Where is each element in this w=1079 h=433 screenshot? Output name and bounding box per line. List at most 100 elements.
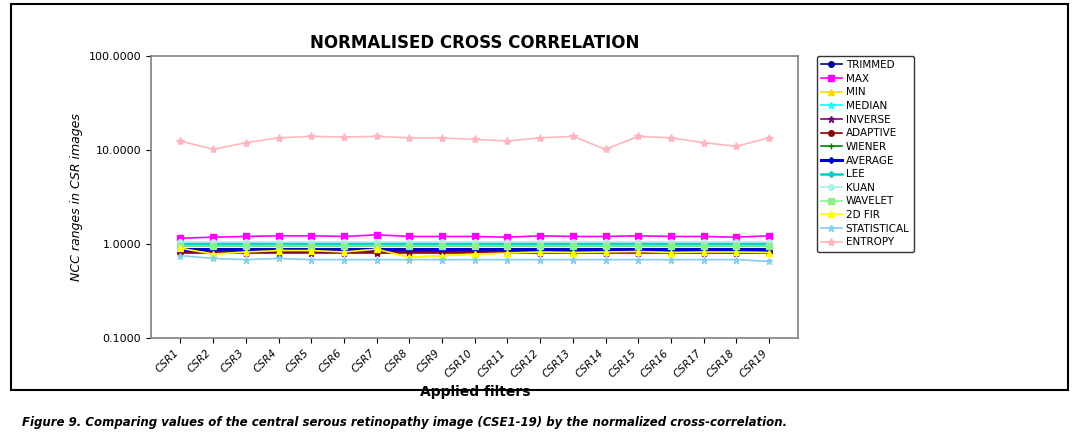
INVERSE [402,250,415,255]
LEE [402,240,415,246]
Title: NORMALISED CROSS CORRELATION: NORMALISED CROSS CORRELATION [310,34,640,52]
STATISTICAL [534,257,547,262]
ENTROPY [468,137,481,142]
2D FIR [729,249,742,255]
KUAN [697,239,710,245]
TRIMMED [402,249,415,254]
ADAPTIVE [272,249,285,255]
TRIMMED [207,248,220,253]
ENTROPY [402,135,415,140]
LEE [501,240,514,246]
KUAN [632,239,645,245]
LEE [240,240,252,246]
TRIMMED [240,249,252,254]
INVERSE [501,250,514,255]
KUAN [566,239,579,245]
2D FIR [501,250,514,255]
WIENER [370,244,383,249]
Line: MIN: MIN [178,246,771,260]
MEDIAN [534,241,547,246]
ENTROPY [240,140,252,145]
TRIMMED [632,248,645,253]
STATISTICAL [370,257,383,262]
WIENER [207,244,220,249]
AVERAGE [665,246,678,252]
ADAPTIVE [599,249,612,255]
WAVELET [304,243,317,248]
MEDIAN [174,242,187,247]
STATISTICAL [632,257,645,262]
AVERAGE [436,246,449,252]
ENTROPY [272,135,285,140]
2D FIR [566,250,579,255]
TRIMMED [501,249,514,254]
MAX [436,234,449,239]
ENTROPY [304,134,317,139]
MEDIAN [729,241,742,246]
STATISTICAL [763,259,776,264]
MIN [207,252,220,257]
LEE [272,240,285,246]
WIENER [402,244,415,249]
AVERAGE [338,246,351,252]
ADAPTIVE [697,249,710,255]
INVERSE [632,250,645,255]
AVERAGE [697,246,710,252]
WIENER [729,244,742,249]
MIN [697,249,710,255]
MAX [468,234,481,239]
STATISTICAL [402,257,415,262]
TRIMMED [566,249,579,254]
INVERSE [468,250,481,255]
ADAPTIVE [402,249,415,255]
MAX [240,234,252,239]
KUAN [402,239,415,245]
LEE [468,240,481,246]
WAVELET [697,243,710,248]
ENTROPY [665,135,678,140]
2D FIR [370,246,383,252]
LEE [534,240,547,246]
LEE [174,240,187,246]
2D FIR [632,249,645,254]
ADAPTIVE [534,249,547,255]
LEE [566,240,579,246]
MIN [402,255,415,260]
INVERSE [534,250,547,255]
STATISTICAL [174,253,187,258]
LEE [665,240,678,246]
WAVELET [566,243,579,248]
TRIMMED [304,249,317,254]
AVERAGE [304,246,317,252]
Line: STATISTICAL: STATISTICAL [177,252,773,265]
WIENER [304,244,317,249]
MAX [729,235,742,240]
TRIMMED [534,249,547,254]
INVERSE [763,250,776,255]
WIENER [632,244,645,249]
2D FIR [534,249,547,255]
MEDIAN [272,241,285,246]
Line: AVERAGE: AVERAGE [178,247,771,251]
2D FIR [174,246,187,251]
WIENER [338,244,351,249]
ADAPTIVE [763,249,776,255]
2D FIR [763,250,776,255]
AVERAGE [207,246,220,252]
ADAPTIVE [370,249,383,255]
KUAN [272,239,285,245]
ENTROPY [534,135,547,140]
WAVELET [402,243,415,248]
AVERAGE [501,246,514,252]
Line: 2D FIR: 2D FIR [178,246,771,260]
WAVELET [207,243,220,248]
AVERAGE [763,246,776,252]
INVERSE [174,250,187,255]
MEDIAN [468,241,481,246]
STATISTICAL [338,257,351,262]
MIN [729,249,742,255]
WAVELET [501,243,514,248]
ENTROPY [338,134,351,139]
WAVELET [632,243,645,248]
Line: ENTROPY: ENTROPY [176,132,774,153]
